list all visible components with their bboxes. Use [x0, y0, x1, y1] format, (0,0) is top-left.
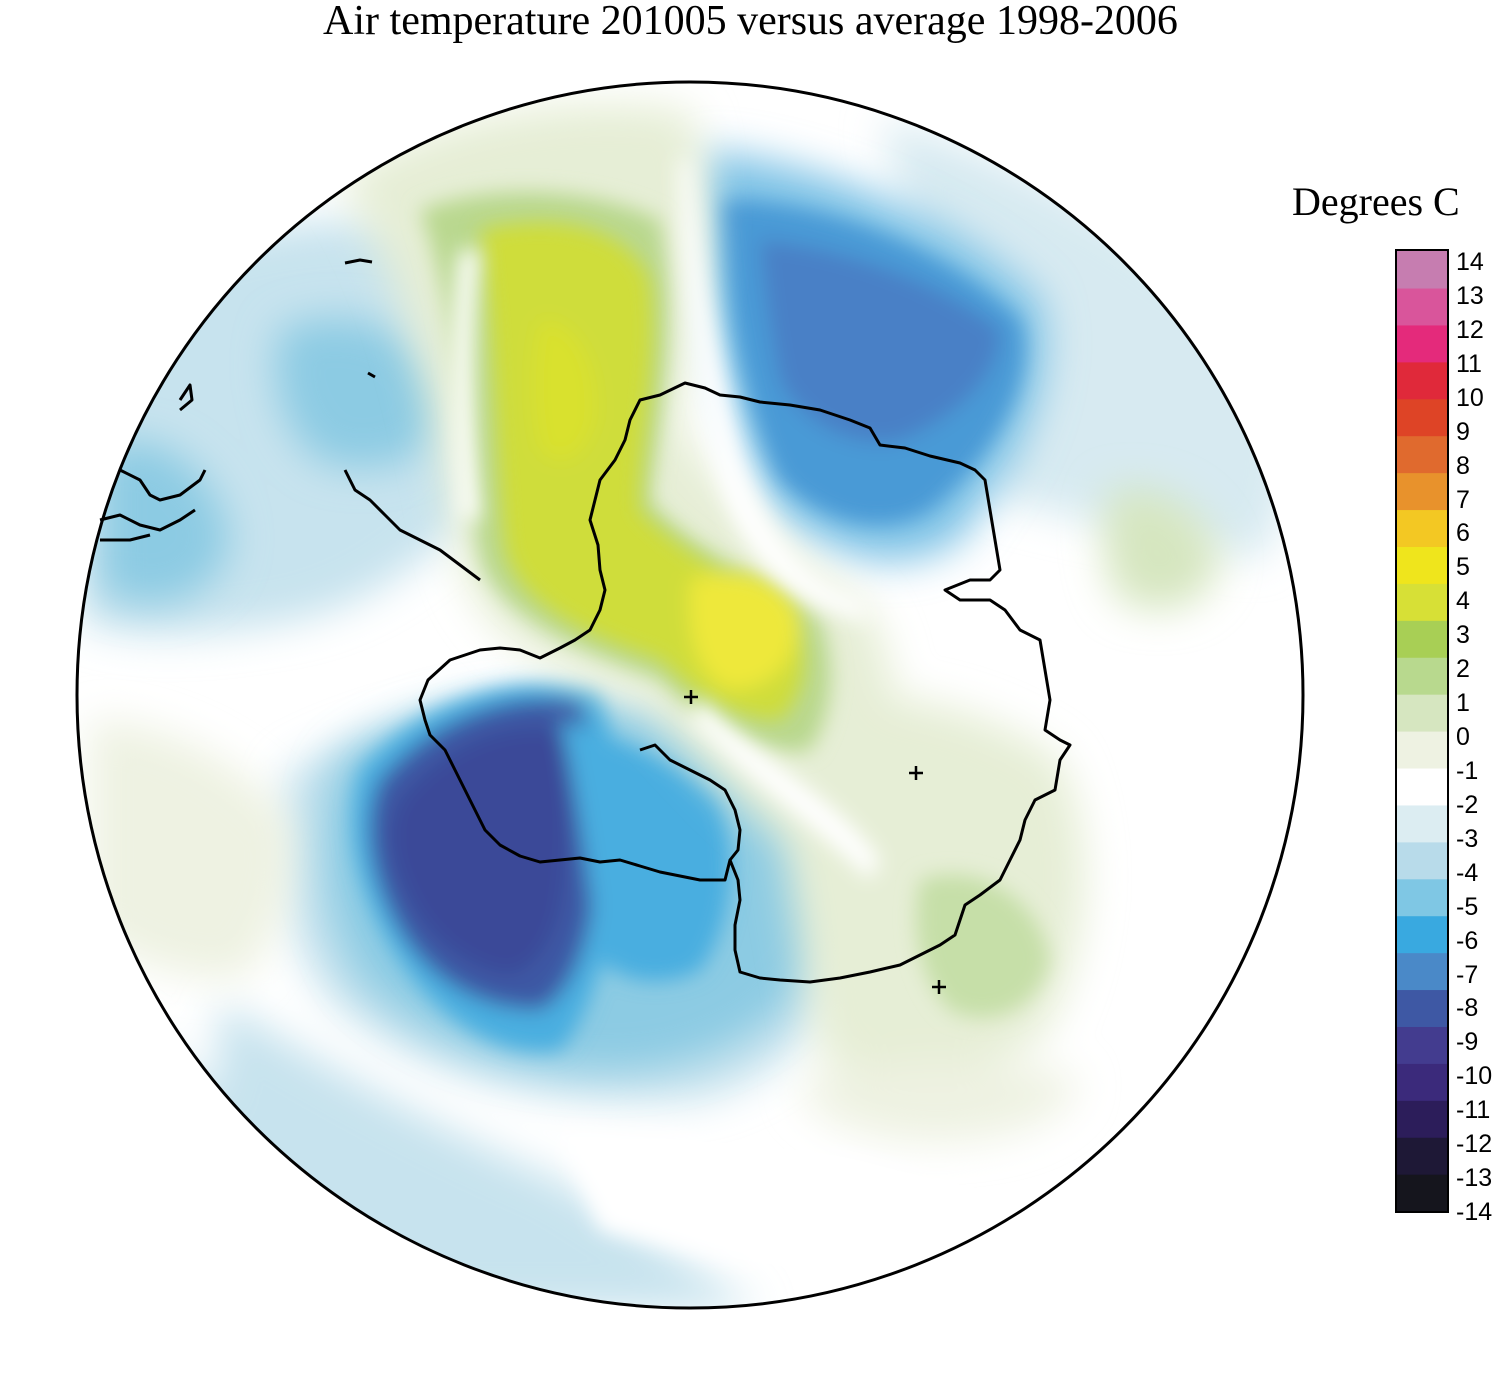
colorbar-tick-label: 10	[1456, 383, 1484, 412]
colorbar-segment	[1397, 509, 1447, 547]
colorbar-segment	[1397, 583, 1447, 621]
ross-sea-coastline	[639, 743, 742, 861]
antarctica-coastline	[418, 381, 1072, 984]
colorbar-segment	[1397, 989, 1447, 1027]
colorbar-tick-label: 5	[1456, 553, 1470, 582]
colorbar-segment	[1397, 841, 1447, 880]
colorbar-segment	[1397, 1063, 1447, 1101]
coastlines	[99, 258, 1072, 984]
map-boundary	[75, 80, 1305, 1310]
colorbar-segment	[1397, 361, 1447, 400]
colorbar-tick-label: -14	[1456, 1198, 1493, 1226]
colorbar-segment	[1397, 1137, 1447, 1175]
colorbar-segment	[1397, 1100, 1447, 1138]
colorbar-segment	[1397, 657, 1447, 695]
south-pole-marker	[684, 690, 698, 704]
colorbar-tick-label: -8	[1456, 994, 1479, 1023]
colorbar-tick-label: -10	[1456, 1062, 1493, 1091]
island-1	[344, 258, 373, 265]
colorbar-tick-label: 6	[1456, 519, 1470, 548]
colorbar-tick-label: 12	[1456, 315, 1484, 344]
island-3	[178, 383, 194, 412]
colorbar-tick-label: 9	[1456, 417, 1470, 446]
cold-region-west	[352, 683, 731, 1052]
colorbar-segment	[1397, 731, 1447, 769]
colorbar-tick-label: 2	[1456, 655, 1470, 684]
colorbar-segment	[1397, 251, 1447, 289]
colorbar-segment	[1397, 287, 1447, 326]
colorbar-tick-label: -5	[1456, 892, 1479, 921]
cold-region-east	[720, 200, 1025, 525]
colorbar-segment	[1397, 878, 1447, 917]
colorbar-tick-label: -6	[1456, 926, 1479, 955]
colorbar-frame	[1395, 249, 1449, 1213]
colorbar-tick-label: 4	[1456, 587, 1470, 616]
colorbar-tick-label: 3	[1456, 621, 1470, 650]
colorbar-segment	[1397, 1026, 1447, 1064]
colorbar-tick-label: -2	[1456, 790, 1479, 819]
colorbar-segment	[1397, 952, 1447, 991]
colorbar-segment	[1397, 324, 1447, 363]
colorbar-tick-label: -13	[1456, 1164, 1493, 1193]
colorbar-tick-label: -4	[1456, 858, 1479, 887]
island-2	[367, 371, 376, 379]
legend-title: Degrees C	[1292, 179, 1460, 224]
colorbar-tick-label: 11	[1456, 349, 1482, 378]
colorbar-tick-label: 7	[1456, 485, 1470, 514]
colorbar-segment	[1397, 435, 1447, 474]
colorbar-segments	[1397, 251, 1447, 1212]
colorbar-tick-label: 0	[1456, 723, 1470, 751]
station-marker-2	[932, 980, 946, 994]
colorbar-segment	[1397, 804, 1447, 843]
colorbar-tick-label: -12	[1456, 1130, 1493, 1159]
colorbar-tick-label: -7	[1456, 960, 1479, 989]
colorbar-tick-label: 1	[1456, 689, 1470, 718]
colorbar-tick-label: -11	[1456, 1096, 1491, 1125]
station-marker-1	[909, 766, 923, 780]
colorbar-tick-label: 14	[1456, 248, 1484, 276]
colorbar-tick-label: -9	[1456, 1028, 1479, 1057]
colorbar-segment	[1397, 1174, 1447, 1212]
south-america-coastline	[99, 468, 207, 542]
map-title: Air temperature 201005 versus average 19…	[323, 0, 1178, 44]
colorbar-segment	[1397, 767, 1447, 806]
colorbar-tick-label: -3	[1456, 824, 1479, 853]
warm-regions-strong	[480, 222, 804, 720]
colorbar-tick-label: 8	[1456, 451, 1470, 480]
colorbar-segment	[1397, 915, 1447, 954]
colorbar-tick-label: 13	[1456, 281, 1484, 310]
peninsula-west-coastline	[343, 469, 481, 582]
colorbar-segment	[1397, 472, 1447, 511]
colorbar-segment	[1397, 694, 1447, 732]
colorbar-tick-label: -1	[1456, 756, 1479, 785]
colorbar-segment	[1397, 620, 1447, 658]
colorbar-segment	[1397, 398, 1447, 437]
colorbar-segment	[1397, 546, 1447, 584]
pole-markers	[684, 690, 946, 994]
